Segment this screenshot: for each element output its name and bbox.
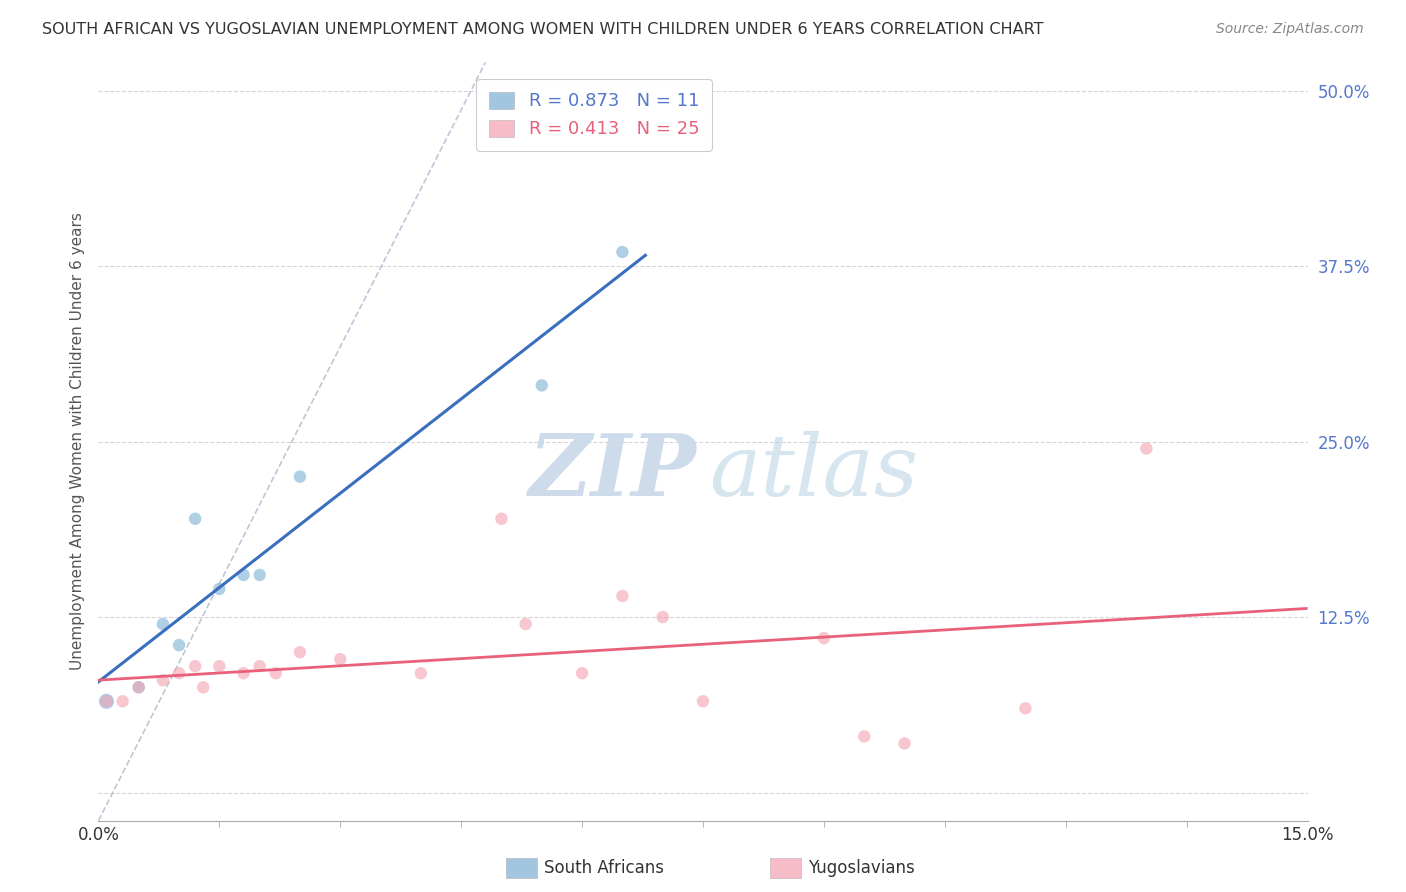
Point	[288, 645, 311, 659]
Text: Yugoslavians: Yugoslavians	[808, 859, 915, 877]
Point	[128, 680, 150, 694]
Point	[167, 638, 190, 652]
Point	[96, 694, 118, 708]
Text: atlas: atlas	[709, 431, 918, 513]
Point	[893, 736, 915, 750]
Point	[193, 680, 215, 694]
Point	[515, 617, 537, 632]
Point	[232, 666, 254, 681]
Point	[329, 652, 352, 666]
Point	[128, 680, 150, 694]
Text: SOUTH AFRICAN VS YUGOSLAVIAN UNEMPLOYMENT AMONG WOMEN WITH CHILDREN UNDER 6 YEAR: SOUTH AFRICAN VS YUGOSLAVIAN UNEMPLOYMEN…	[42, 22, 1043, 37]
Point	[111, 694, 134, 708]
Point	[208, 659, 231, 673]
Point	[530, 378, 553, 392]
Point	[1135, 442, 1157, 456]
Legend: R = 0.873   N = 11, R = 0.413   N = 25: R = 0.873 N = 11, R = 0.413 N = 25	[477, 79, 711, 151]
Point	[208, 582, 231, 596]
Text: ZIP: ZIP	[529, 430, 697, 514]
Text: South Africans: South Africans	[544, 859, 664, 877]
Point	[813, 631, 835, 645]
Y-axis label: Unemployment Among Women with Children Under 6 years: Unemployment Among Women with Children U…	[69, 212, 84, 671]
Point	[612, 589, 634, 603]
Point	[409, 666, 432, 681]
Point	[249, 659, 271, 673]
Point	[651, 610, 673, 624]
Point	[491, 512, 513, 526]
Point	[571, 666, 593, 681]
Point	[288, 469, 311, 483]
Point	[184, 659, 207, 673]
Point	[1014, 701, 1036, 715]
Point	[152, 673, 174, 688]
Point	[853, 730, 876, 744]
Point	[167, 666, 190, 681]
Point	[232, 568, 254, 582]
Point	[152, 617, 174, 632]
Point	[96, 694, 118, 708]
Text: Source: ZipAtlas.com: Source: ZipAtlas.com	[1216, 22, 1364, 37]
Point	[184, 512, 207, 526]
Point	[264, 666, 287, 681]
Point	[692, 694, 714, 708]
Point	[612, 245, 634, 260]
Point	[249, 568, 271, 582]
